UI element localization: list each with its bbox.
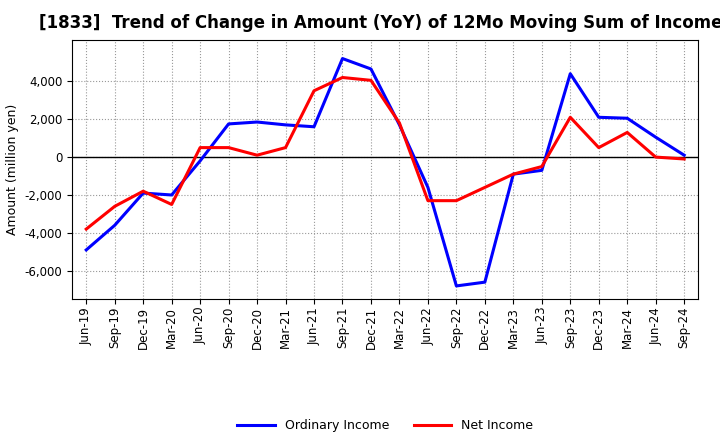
Ordinary Income	[167, 192, 176, 198]
Y-axis label: Amount (million yen): Amount (million yen)	[6, 104, 19, 235]
Net Income	[680, 156, 688, 161]
Net Income	[452, 198, 461, 203]
Net Income	[566, 115, 575, 120]
Net Income	[537, 164, 546, 169]
Net Income	[595, 145, 603, 150]
Ordinary Income	[82, 247, 91, 253]
Net Income	[338, 75, 347, 80]
Ordinary Income	[110, 223, 119, 228]
Ordinary Income	[480, 279, 489, 285]
Net Income	[139, 189, 148, 194]
Net Income	[623, 130, 631, 135]
Ordinary Income	[423, 185, 432, 190]
Ordinary Income	[196, 158, 204, 164]
Net Income	[196, 145, 204, 150]
Line: Net Income: Net Income	[86, 77, 684, 229]
Net Income	[167, 202, 176, 207]
Net Income	[423, 198, 432, 203]
Ordinary Income	[452, 283, 461, 289]
Net Income	[310, 88, 318, 93]
Title: [1833]  Trend of Change in Amount (YoY) of 12Mo Moving Sum of Incomes: [1833] Trend of Change in Amount (YoY) o…	[38, 15, 720, 33]
Ordinary Income	[537, 168, 546, 173]
Net Income	[509, 172, 518, 177]
Ordinary Income	[652, 135, 660, 140]
Ordinary Income	[225, 121, 233, 127]
Ordinary Income	[338, 56, 347, 61]
Net Income	[82, 227, 91, 232]
Ordinary Income	[310, 124, 318, 129]
Ordinary Income	[680, 153, 688, 158]
Ordinary Income	[253, 119, 261, 125]
Ordinary Income	[509, 172, 518, 177]
Ordinary Income	[595, 115, 603, 120]
Net Income	[225, 145, 233, 150]
Net Income	[110, 204, 119, 209]
Net Income	[366, 78, 375, 83]
Net Income	[652, 154, 660, 160]
Net Income	[480, 185, 489, 190]
Ordinary Income	[282, 122, 290, 128]
Ordinary Income	[395, 122, 404, 128]
Net Income	[395, 120, 404, 125]
Net Income	[282, 145, 290, 150]
Ordinary Income	[566, 71, 575, 77]
Line: Ordinary Income: Ordinary Income	[86, 59, 684, 286]
Ordinary Income	[623, 116, 631, 121]
Ordinary Income	[139, 191, 148, 196]
Ordinary Income	[366, 66, 375, 72]
Legend: Ordinary Income, Net Income: Ordinary Income, Net Income	[232, 414, 539, 437]
Net Income	[253, 153, 261, 158]
